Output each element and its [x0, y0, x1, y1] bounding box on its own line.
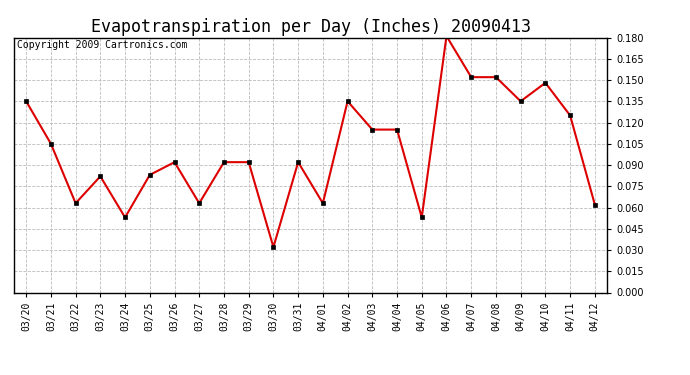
Text: Copyright 2009 Cartronics.com: Copyright 2009 Cartronics.com — [17, 40, 187, 50]
Title: Evapotranspiration per Day (Inches) 20090413: Evapotranspiration per Day (Inches) 2009… — [90, 18, 531, 36]
